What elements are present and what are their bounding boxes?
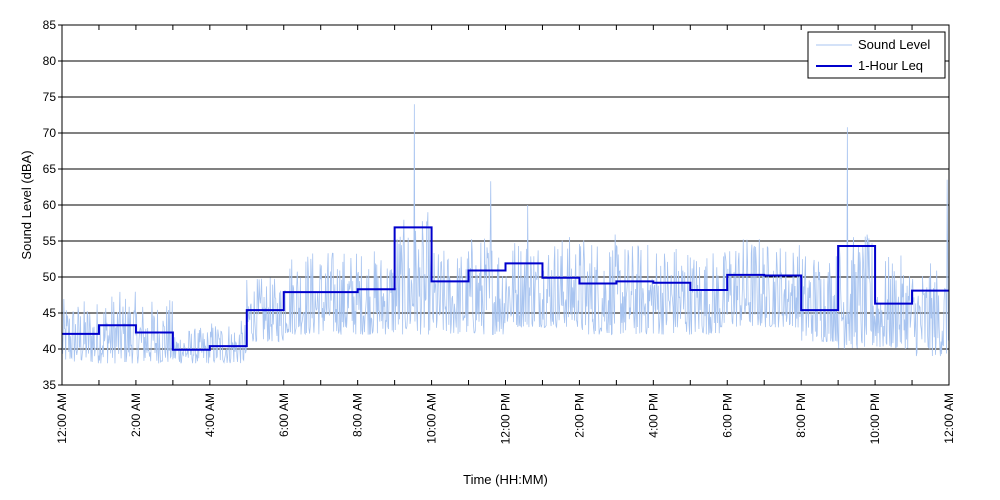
legend-label-sound-level: Sound Level: [858, 37, 930, 52]
y-tick-label: 70: [43, 126, 57, 140]
y-tick-label: 60: [43, 198, 57, 212]
y-tick-label: 35: [43, 378, 57, 392]
y-tick-label: 85: [43, 18, 57, 32]
sound-level-series: [61, 104, 950, 364]
sound-level-line: [61, 104, 950, 364]
y-tick-label: 80: [43, 54, 57, 68]
x-tick-label: 6:00 PM: [720, 393, 734, 438]
x-tick-label: 2:00 PM: [572, 393, 586, 438]
x-tick-label: 12:00 AM: [55, 393, 69, 444]
y-axis-ticks: 35 40 45 50 55 60 65 70 75 80 85: [43, 18, 62, 392]
grid-lines: [62, 60, 949, 350]
y-tick-label: 65: [43, 162, 57, 176]
y-axis-label: Sound Level (dBA): [19, 150, 34, 259]
leq-step-line: [62, 226, 949, 351]
x-tick-label: 2:00 AM: [129, 393, 143, 437]
y-tick-label: 40: [43, 342, 57, 356]
x-tick-label: 8:00 PM: [794, 393, 808, 438]
y-tick-label: 75: [43, 90, 57, 104]
x-tick-label: 4:00 AM: [203, 393, 217, 437]
x-axis-label: Time (HH:MM): [463, 472, 548, 487]
y-tick-label: 50: [43, 270, 57, 284]
y-tick-label: 55: [43, 234, 57, 248]
legend-box: [807, 31, 946, 79]
x-tick-label: 10:00 PM: [868, 393, 882, 444]
x-tick-label: 6:00 AM: [277, 393, 291, 437]
x-tick-label: 10:00 AM: [425, 393, 439, 444]
legend-label-leq: 1-Hour Leq: [858, 58, 923, 73]
x-tick-label: 8:00 AM: [351, 393, 365, 437]
x-tick-label: 4:00 PM: [646, 393, 660, 438]
x-tick-label: 12:00 AM: [942, 393, 956, 444]
legend: Sound Level 1-Hour Leq: [807, 31, 946, 79]
y-tick-label: 45: [43, 306, 57, 320]
x-axis-ticks: 12:00 AM 2:00 AM 4:00 AM 6:00 AM 8:00 AM 10:0…: [55, 25, 956, 444]
leq-series: [62, 226, 949, 351]
x-tick-label: 12:00 PM: [499, 393, 513, 444]
